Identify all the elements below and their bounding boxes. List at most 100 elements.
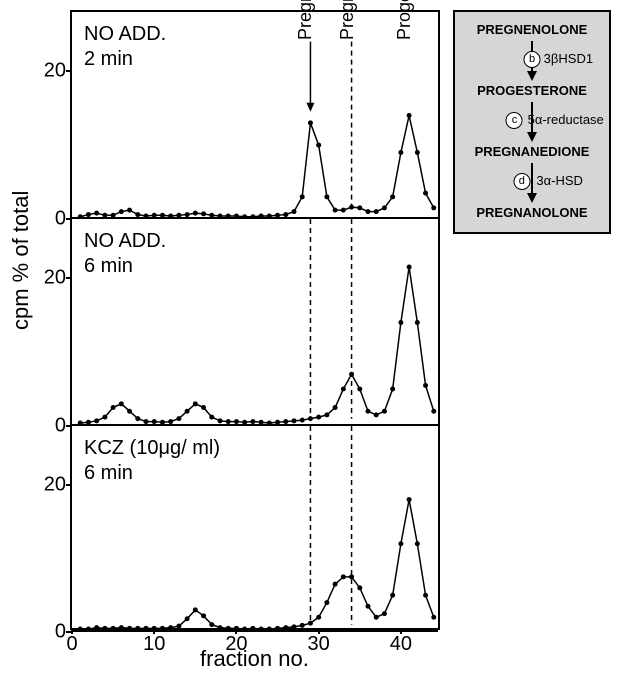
data-marker — [78, 627, 83, 632]
panel-svg — [72, 219, 442, 426]
data-marker — [119, 209, 124, 214]
data-marker — [267, 421, 272, 426]
data-marker — [209, 622, 214, 627]
arrow-down-icon — [306, 42, 314, 112]
data-marker — [407, 265, 412, 270]
pathway-step: c 5α-reductase — [459, 100, 605, 142]
data-marker — [176, 213, 181, 218]
data-marker — [341, 574, 346, 579]
data-marker — [259, 420, 264, 425]
data-marker — [333, 208, 338, 213]
data-marker — [259, 214, 264, 219]
data-marker — [292, 209, 297, 214]
data-marker — [160, 420, 165, 425]
panel-svg — [72, 426, 442, 632]
data-marker — [127, 626, 132, 631]
pathway-enzyme: 3βHSD1 — [544, 51, 593, 66]
pathway-item: PREGNANOLONE — [459, 205, 605, 220]
data-marker — [423, 383, 428, 388]
data-marker — [259, 627, 264, 632]
data-marker — [78, 421, 83, 426]
data-marker — [382, 409, 387, 414]
data-marker — [341, 208, 346, 213]
x-tick-mark — [153, 628, 155, 634]
data-marker — [349, 205, 354, 210]
pathway-step: d 3α-HSD — [459, 161, 605, 203]
x-tick-label: 20 — [225, 633, 247, 656]
data-marker — [292, 418, 297, 423]
data-marker — [398, 150, 403, 155]
data-marker — [94, 625, 99, 630]
data-line — [80, 116, 434, 217]
data-marker — [431, 409, 436, 414]
x-tick-mark — [71, 628, 73, 634]
data-marker — [111, 213, 116, 218]
y-tick-label: 20 — [36, 267, 66, 290]
x-tick-label: 40 — [390, 633, 412, 656]
data-marker — [316, 143, 321, 148]
data-marker — [324, 412, 329, 417]
data-marker — [374, 209, 379, 214]
x-tick-label: 10 — [143, 633, 165, 656]
figure-root: cpm % of total fraction no. 020NO ADD.2 … — [0, 0, 621, 678]
chart-panel: 020NO ADD.2 minPregnenolonePregnanoloneP… — [72, 12, 438, 219]
data-marker — [407, 113, 412, 118]
data-marker — [275, 626, 280, 631]
data-marker — [135, 212, 140, 217]
data-marker — [119, 625, 124, 630]
y-tick-label: 20 — [36, 473, 66, 496]
data-marker — [349, 372, 354, 377]
data-marker — [94, 418, 99, 423]
data-marker — [382, 205, 387, 210]
data-marker — [374, 412, 379, 417]
data-marker — [341, 387, 346, 392]
data-marker — [382, 611, 387, 616]
x-tick-mark — [318, 628, 320, 634]
x-tick-label: 0 — [66, 633, 77, 656]
data-marker — [234, 214, 239, 219]
peak-label: Progesterone — [394, 0, 415, 40]
data-marker — [324, 194, 329, 199]
data-marker — [135, 626, 140, 631]
data-marker — [267, 214, 272, 219]
peak-label: Pregnenolone — [295, 0, 316, 40]
data-marker — [168, 419, 173, 424]
data-marker — [218, 418, 223, 423]
data-marker — [423, 593, 428, 598]
data-marker — [185, 409, 190, 414]
data-marker — [349, 574, 354, 579]
data-marker — [168, 214, 173, 219]
data-marker — [390, 387, 395, 392]
data-marker — [250, 419, 255, 424]
data-marker — [374, 615, 379, 620]
data-marker — [160, 213, 165, 218]
data-marker — [357, 387, 362, 392]
data-marker — [185, 616, 190, 621]
x-axis-label: fraction no. — [200, 646, 309, 672]
y-tick-label: 0 — [36, 415, 66, 438]
data-marker — [201, 405, 206, 410]
data-marker — [152, 213, 157, 218]
data-marker — [226, 626, 231, 631]
data-marker — [250, 626, 255, 631]
data-marker — [185, 212, 190, 217]
data-marker — [366, 604, 371, 609]
pathway-step: b 3βHSD1 — [459, 39, 605, 81]
x-tick-label: 30 — [308, 633, 330, 656]
data-marker — [398, 541, 403, 546]
chart-panel: 020KCZ (10μg/ ml)6 min — [72, 426, 438, 632]
data-marker — [283, 625, 288, 630]
data-marker — [144, 419, 149, 424]
pathway-step-letter: c — [506, 112, 523, 129]
data-marker — [390, 593, 395, 598]
x-tick-mark — [400, 628, 402, 634]
data-marker — [333, 405, 338, 410]
x-tick-mark — [235, 628, 237, 634]
y-tick-label: 0 — [36, 621, 66, 644]
data-marker — [283, 212, 288, 217]
pathway-enzyme: 3α-HSD — [536, 173, 583, 188]
pathway-item: PREGNENOLONE — [459, 22, 605, 37]
chart-panel: 020NO ADD.6 min — [72, 219, 438, 426]
data-marker — [242, 627, 247, 632]
data-marker — [407, 497, 412, 502]
